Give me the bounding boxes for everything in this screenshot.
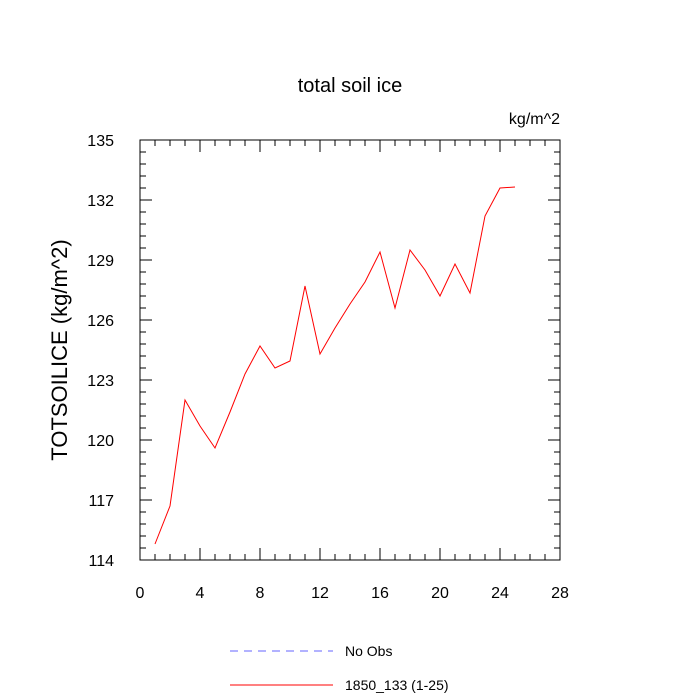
plot-frame [139, 139, 561, 561]
legend-label: 1850_133 (1-25) [345, 677, 449, 693]
legend-label: No Obs [345, 643, 392, 659]
y-tick-label: 126 [87, 313, 114, 330]
x-tick-label: 12 [311, 585, 329, 602]
axis-ticks: 0 4 8 12 16 20 24 28 114 117 120 123 126 129 132 135 [87, 133, 569, 602]
chart-title: total soil ice [298, 75, 403, 97]
y-tick-label: 114 [88, 553, 114, 570]
y-tick-label: 120 [87, 433, 114, 450]
series-line-1 [154, 186, 516, 545]
x-tick-label: 28 [551, 585, 569, 602]
x-tick-label: 24 [491, 585, 509, 602]
y-tick-label: 117 [88, 493, 114, 510]
y-tick-label: 132 [87, 193, 114, 210]
legend: No Obs 1850_133 (1-25) [230, 643, 449, 693]
x-tick-label: 20 [431, 585, 449, 602]
units-label: kg/m^2 [509, 111, 560, 128]
series-layer [154, 186, 516, 545]
x-tick-label: 16 [371, 585, 389, 602]
x-tick-label: 8 [256, 585, 265, 602]
y-tick-label: 129 [87, 253, 114, 270]
y-tick-label: 135 [87, 133, 114, 150]
y-axis-label: TOTSOILICE (kg/m^2) [47, 239, 72, 460]
y-tick-label: 123 [87, 373, 114, 390]
x-tick-label: 0 [136, 585, 145, 602]
x-tick-label: 4 [196, 585, 205, 602]
